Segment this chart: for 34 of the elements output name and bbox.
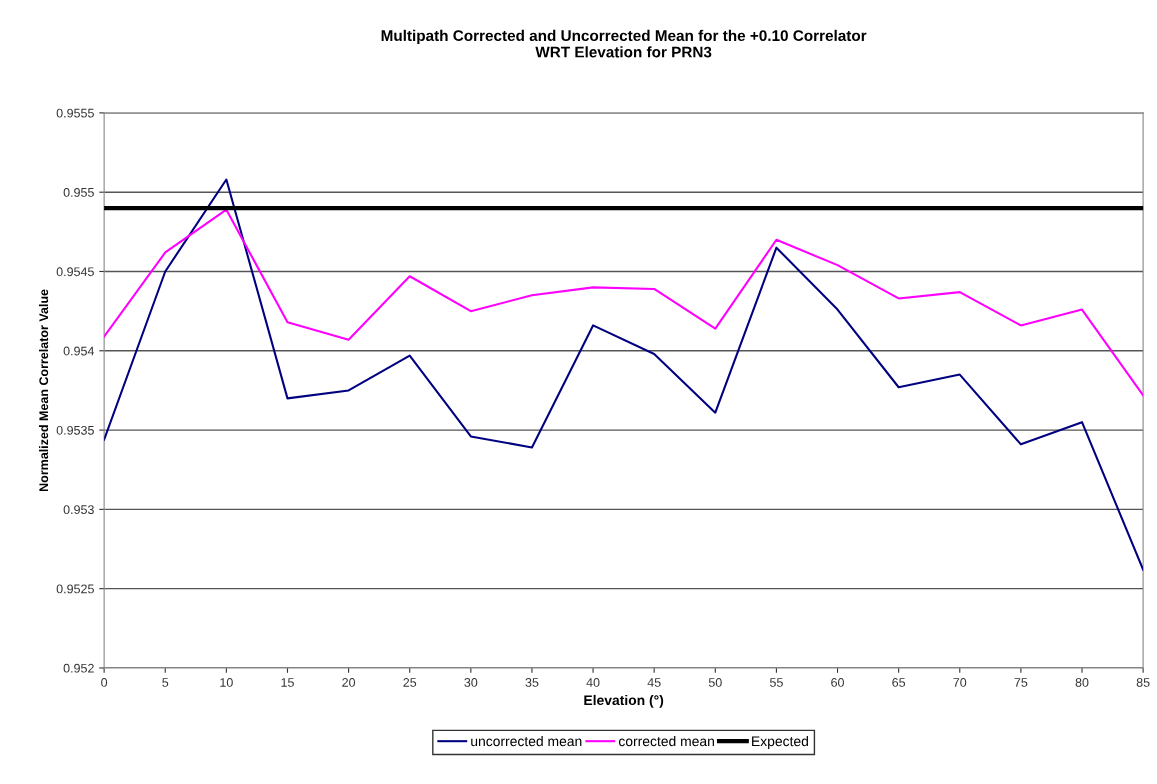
x-tick-label: 5 (162, 678, 169, 687)
x-tick-label: 50 (708, 678, 722, 687)
chart-title: Multipath Corrected and Uncorrected Mean for the +0.10 Correlator WRT Elevation for PRN3 (381, 29, 867, 58)
legend-label: uncorrected mean (471, 735, 582, 747)
x-tick-label: 55 (769, 678, 783, 687)
x-tick-label: 85 (1136, 678, 1150, 687)
x-tick-label: 0 (101, 678, 108, 687)
y-tick-label: 0.954 (63, 346, 95, 356)
x-tick-label: 25 (403, 678, 417, 687)
y-axis-title: Normalized Mean Correlator Value (38, 289, 49, 492)
x-tick-label: 70 (953, 678, 967, 687)
x-tick-label: 65 (892, 678, 906, 687)
x-tick-label: 40 (586, 678, 600, 687)
y-tick-label: 0.9545 (56, 267, 94, 277)
x-axis-title: Elevation (°) (584, 694, 664, 708)
x-tick-label: 75 (1014, 678, 1028, 687)
x-tick-label: 35 (525, 678, 539, 687)
y-tick-label: 0.953 (63, 505, 94, 515)
line-series (104, 178, 1144, 571)
y-tick-label: 0.9555 (56, 108, 94, 118)
line-series (104, 208, 1144, 397)
legend-label: corrected mean (618, 735, 714, 747)
x-tick-label: 60 (831, 678, 844, 687)
y-tick-label: 0.955 (63, 187, 94, 197)
x-tick-label: 15 (281, 678, 294, 687)
x-tick-label: 30 (464, 678, 478, 687)
y-tick-label: 0.9535 (56, 425, 94, 435)
legend-label: Expected (752, 735, 808, 749)
x-tick-label: 20 (342, 678, 356, 687)
y-tick-label: 0.9525 (56, 584, 94, 594)
x-tick-label: 10 (220, 678, 233, 687)
y-tick-label: 0.952 (63, 663, 94, 673)
x-tick-label: 45 (647, 678, 661, 687)
x-tick-label: 80 (1075, 678, 1089, 687)
